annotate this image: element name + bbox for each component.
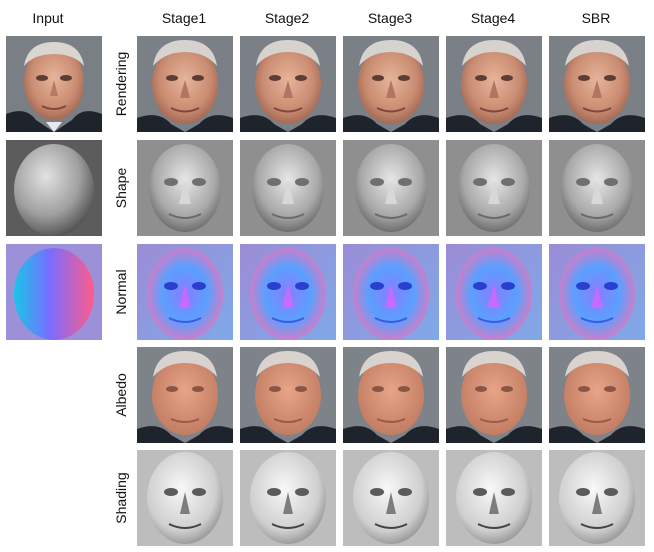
albedo-stage2-image — [240, 347, 336, 443]
shape-sbr-image — [549, 140, 645, 236]
shading-stage4-image — [446, 450, 542, 546]
shading-stage2-image — [240, 450, 336, 546]
shading-stage3-image — [343, 450, 439, 546]
shape-stage2-image — [240, 140, 336, 236]
normal-sbr-image — [549, 244, 645, 340]
row-label-rendering: Rendering — [113, 51, 129, 117]
row-label-shape: Shape — [113, 167, 129, 209]
albedo-stage4-image — [446, 347, 542, 443]
shape-stage1-image — [137, 140, 233, 236]
column-header-stage2: Stage2 — [264, 10, 310, 26]
albedo-stage1-image — [137, 347, 233, 443]
column-header-stage3: Stage3 — [367, 10, 413, 26]
input-shape-prior — [6, 140, 102, 236]
normal-stage1-image — [137, 244, 233, 340]
shading-sbr-image — [549, 450, 645, 546]
column-header-sbr: SBR — [581, 10, 611, 26]
albedo-sbr-image — [549, 347, 645, 443]
shape-stage4-image — [446, 140, 542, 236]
albedo-stage3-image — [343, 347, 439, 443]
input-normal-prior — [6, 244, 102, 340]
shading-stage1-image — [137, 450, 233, 546]
rendering-sbr-image — [549, 36, 645, 132]
rendering-stage2-image — [240, 36, 336, 132]
rendering-stage3-image — [343, 36, 439, 132]
shape-stage3-image — [343, 140, 439, 236]
normal-stage2-image — [240, 244, 336, 340]
normal-stage4-image — [446, 244, 542, 340]
rendering-stage1-image — [137, 36, 233, 132]
input-photo — [6, 36, 102, 132]
column-header-input: Input — [32, 10, 64, 26]
row-label-normal: Normal — [113, 269, 129, 315]
column-header-stage4: Stage4 — [470, 10, 516, 26]
row-label-albedo: Albedo — [113, 373, 129, 417]
column-header-stage1: Stage1 — [161, 10, 207, 26]
normal-stage3-image — [343, 244, 439, 340]
rendering-stage4-image — [446, 36, 542, 132]
row-label-shading: Shading — [113, 472, 129, 524]
